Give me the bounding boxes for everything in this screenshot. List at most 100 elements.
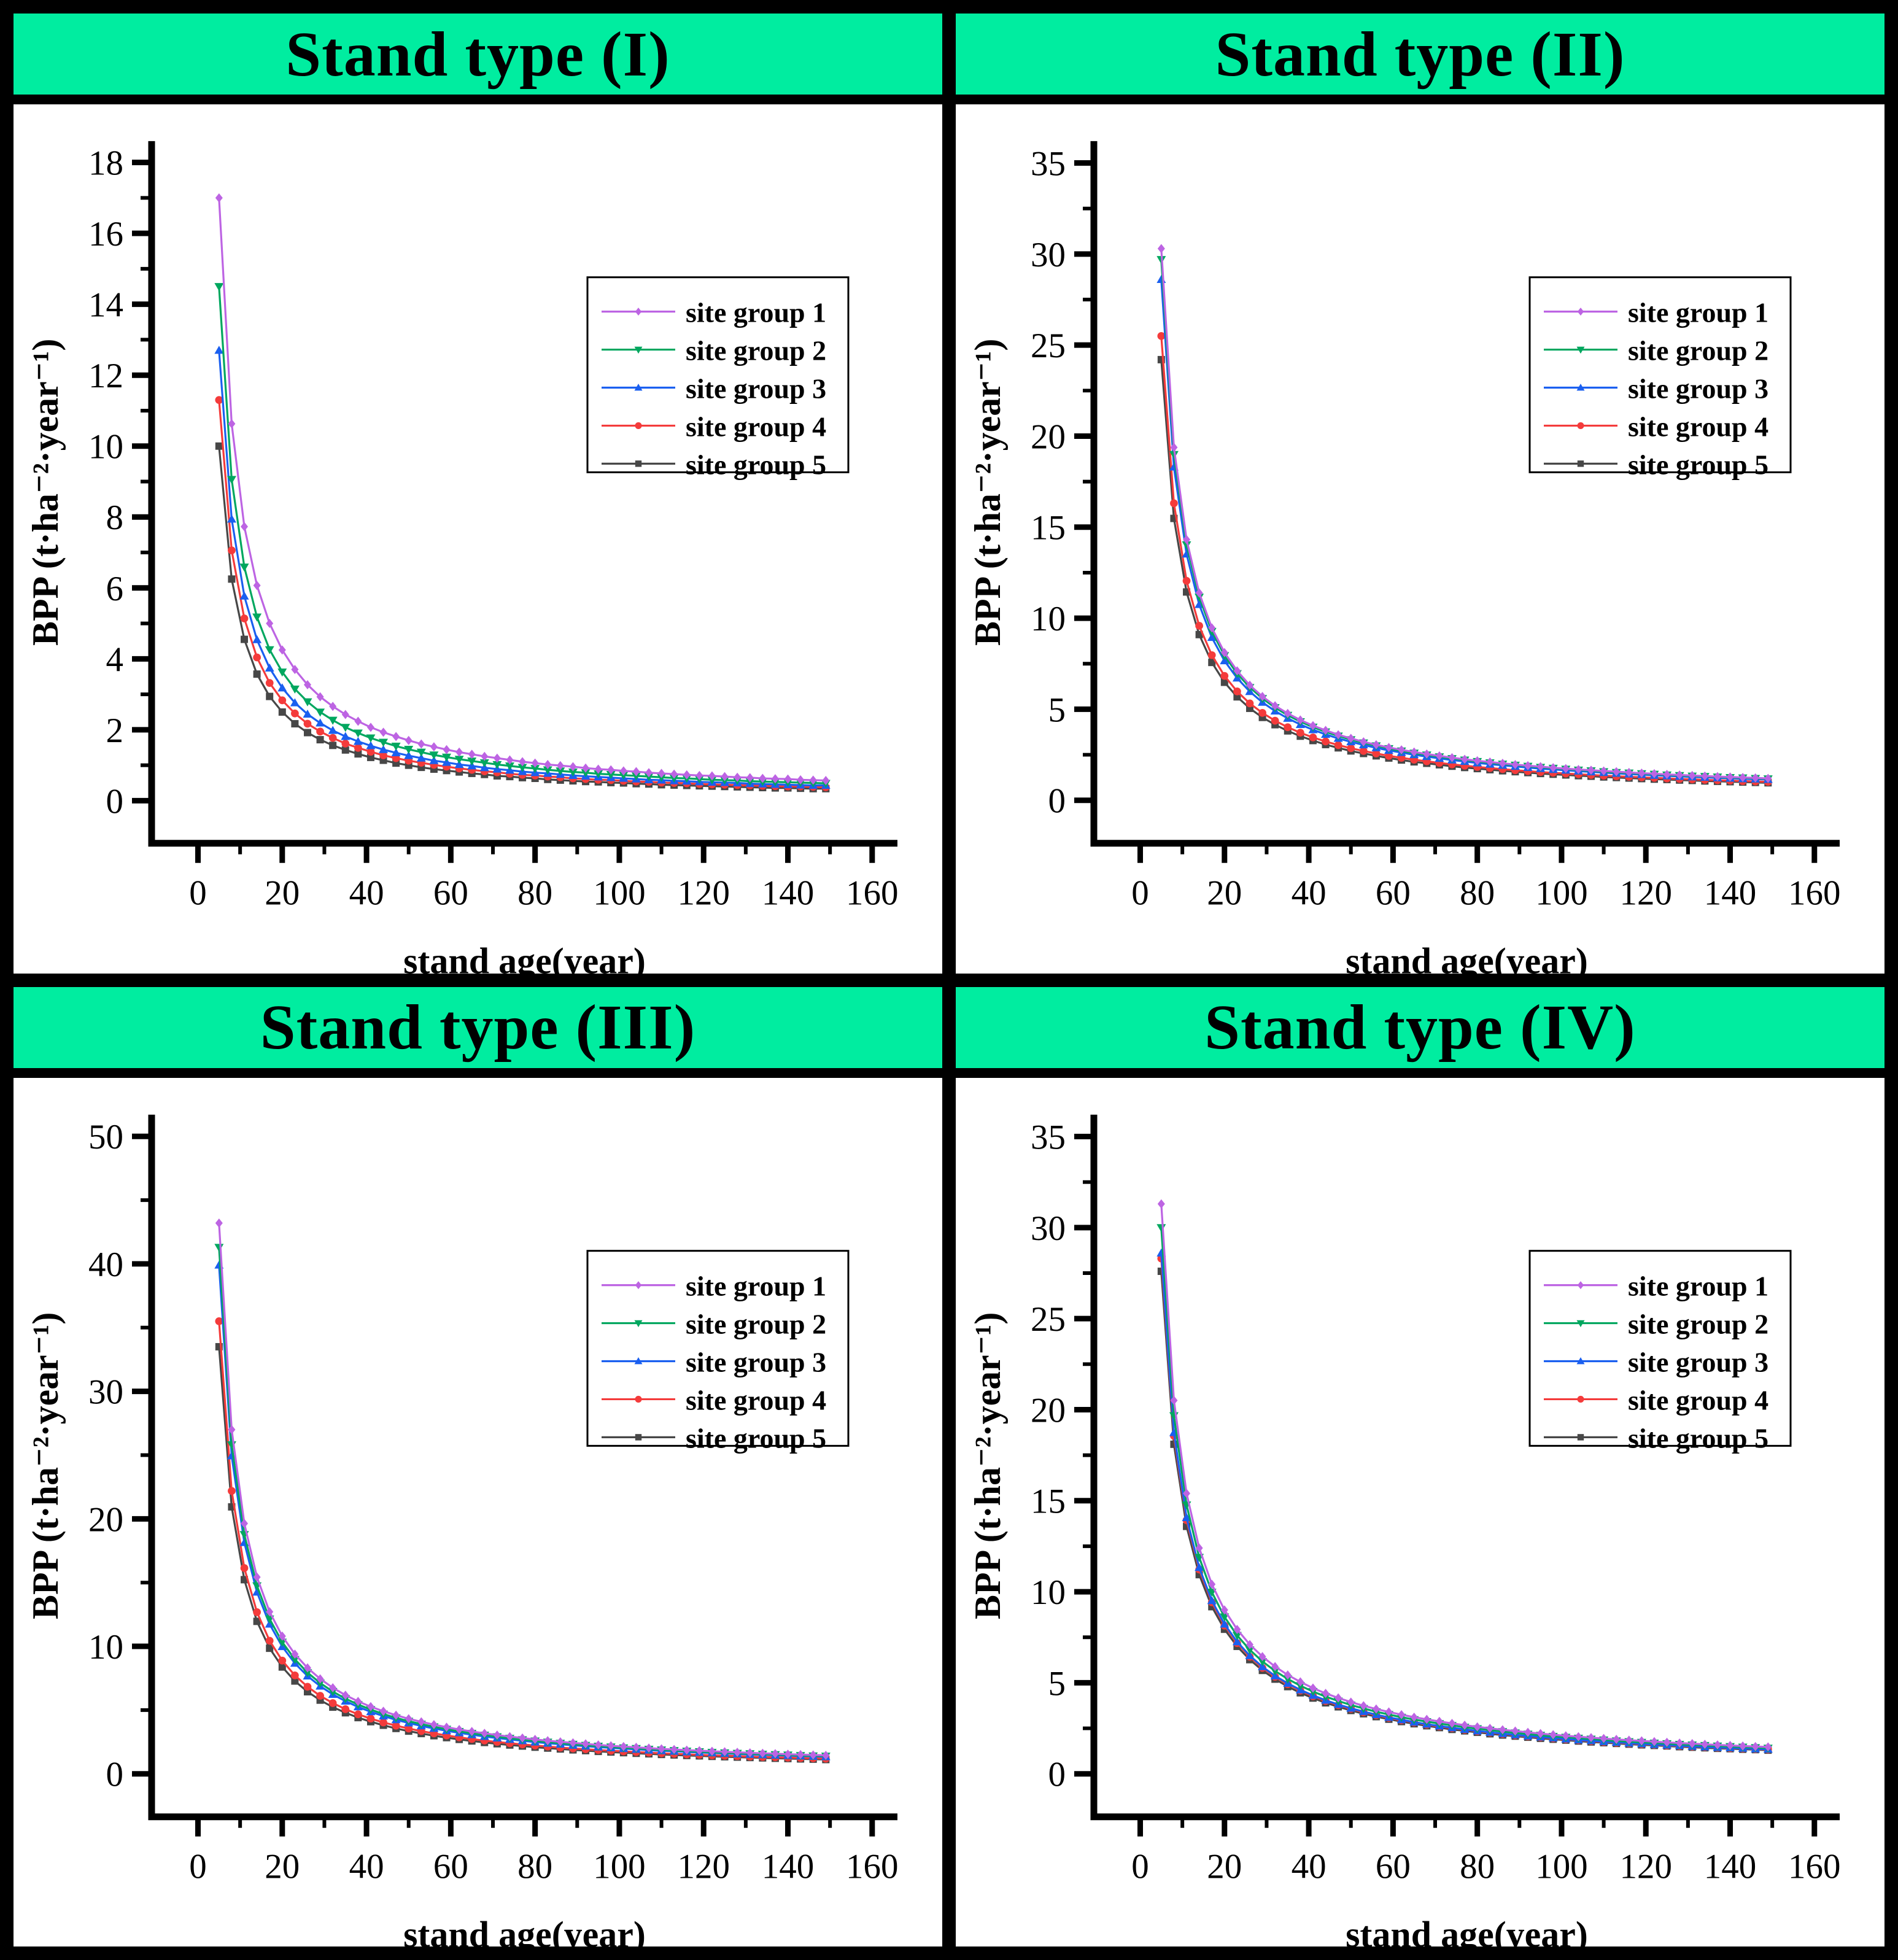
y-tick-label: 20 [1031,1391,1066,1430]
x-tick-label: 80 [1460,874,1495,913]
legend-item-site-group-2: site group 2 [602,335,826,366]
y-axis-label: BPP (t·ha⁻²·year⁻¹) [25,339,66,646]
legend-label: site group 3 [686,373,826,405]
panel-title: Stand type (IV) [1204,992,1636,1063]
y-tick-label: 20 [1031,417,1066,456]
y-tick-label: 8 [106,498,123,537]
y-tick-label: 14 [88,286,123,325]
y-tick-label: 0 [1048,1755,1066,1794]
legend-label: site group 5 [1628,449,1768,480]
x-tick-label: 20 [265,874,300,913]
y-tick-label: 10 [88,428,123,467]
legend: site group 1 site group 2 site group 3 site… [586,1249,850,1454]
panel-title-bar: Stand type (IV) [956,986,1884,1078]
legend-label: site group 4 [1628,411,1768,442]
series-site-group-1 [215,1218,830,1760]
x-tick-label: 140 [762,874,814,913]
panel-title-bar: Stand type (II) [956,14,1884,104]
panel-title-bar: Stand type (I) [14,14,942,104]
legend-item-site-group-1: site group 1 [1544,297,1768,328]
legend-label: site group 2 [1628,1308,1768,1339]
x-tick-label: 40 [349,1847,384,1886]
legend-label: site group 5 [1628,1422,1768,1454]
legend-item-site-group-5: site group 5 [1544,449,1768,480]
series-layer [1156,1199,1773,1754]
legend-label: site group 3 [1628,373,1768,405]
x-tick-label: 140 [1704,874,1756,913]
legend-label: site group 1 [1628,1270,1768,1301]
chart-svg-stand-type-4: 0 20 40 60 80 100 120 140 160 0 5 10 15 20 25 30 35 stand… [967,1114,1841,1946]
panel-title-bar: Stand type (III) [14,986,942,1078]
x-tick-label: 80 [517,874,552,913]
y-axis-label: BPP (t·ha⁻²·year⁻¹) [25,1312,66,1619]
y-tick-label: 12 [88,357,123,395]
x-tick-label: 120 [1619,1847,1671,1886]
x-tick-label: 160 [846,874,898,913]
legend: site group 1 site group 2 site group 3 site… [586,276,850,480]
legend-item-site-group-3: site group 3 [1544,1346,1768,1377]
legend-label: site group 1 [686,1270,826,1301]
x-tick-label: 80 [517,1847,552,1886]
panel-title: Stand type (II) [1215,18,1625,90]
y-tick-label: 5 [1048,691,1066,729]
x-tick-label: 100 [593,874,645,913]
chart-svg-stand-type-2: 0 20 40 60 80 100 120 140 160 0 5 10 15 20 25 30 35 stand… [967,141,1841,974]
x-tick-label: 80 [1460,1847,1495,1886]
chart-svg-stand-type-3: 0 20 40 60 80 100 120 140 160 0 10 20 30 40 50 stand ag… [25,1114,899,1946]
legend: site group 1 site group 2 site group 3 site… [1528,276,1792,480]
y-tick-label: 35 [1031,145,1066,184]
y-tick-label: 15 [1031,1482,1066,1520]
x-tick-label: 0 [1131,874,1148,913]
x-tick-label: 20 [1207,1847,1242,1886]
y-tick-label: 0 [106,782,123,821]
x-axis-label: stand age(year) [1346,941,1588,974]
legend-item-site-group-3: site group 3 [1544,373,1768,405]
panel-stand-type-1: Stand type (I) 0 20 40 60 80 100 120 140 160 0 2 4 6… [14,14,942,974]
tick-labels: 0 20 40 60 80 100 120 140 160 0 5 10 15 20 25 30 35 [1031,145,1841,913]
x-tick-label: 20 [265,1847,300,1886]
legend-item-site-group-5: site group 5 [1544,1422,1768,1454]
legend-item-site-group-4: site group 4 [1544,1384,1768,1416]
y-tick-label: 40 [88,1245,123,1284]
legend-label: site group 5 [686,1422,826,1454]
y-tick-label: 30 [1031,1209,1066,1247]
series-site-group-1 [1157,1199,1772,1751]
x-tick-label: 0 [189,874,206,913]
y-tick-label: 25 [1031,327,1066,365]
legend-item-site-group-4: site group 4 [602,1384,826,1416]
x-tick-label: 120 [677,1847,729,1886]
y-tick-label: 50 [88,1118,123,1156]
plot-area: 0 20 40 60 80 100 120 140 160 0 10 20 30 40 50 stand ag… [14,1078,942,1946]
legend-label: site group 3 [1628,1346,1768,1377]
x-tick-label: 60 [1376,874,1411,913]
series-layer [1156,244,1773,787]
x-tick-label: 60 [433,1847,468,1886]
axes [132,1114,897,1837]
y-tick-label: 15 [1031,509,1066,548]
x-tick-label: 100 [1535,1847,1587,1886]
legend-item-site-group-5: site group 5 [602,1422,826,1454]
legend-item-site-group-2: site group 2 [1544,335,1768,366]
x-tick-label: 0 [1131,1847,1148,1886]
plot-area: 0 20 40 60 80 100 120 140 160 0 2 4 6 8 10 12 14 16 18 stan… [14,104,942,974]
y-tick-label: 30 [88,1373,123,1411]
x-axis-label: stand age(year) [1346,1914,1588,1946]
legend-label: site group 2 [686,1308,826,1339]
x-tick-label: 140 [762,1847,814,1886]
legend-label: site group 4 [686,1384,826,1416]
x-tick-label: 40 [1292,1847,1327,1886]
x-axis-label: stand age(year) [403,941,646,974]
legend-item-site-group-3: site group 3 [602,1346,826,1377]
y-tick-label: 10 [1031,1573,1066,1612]
legend-item-site-group-2: site group 2 [1544,1308,1768,1339]
legend-label: site group 4 [686,411,826,442]
plot-area: 0 20 40 60 80 100 120 140 160 0 5 10 15 20 25 30 35 stand… [956,1078,1884,1946]
y-tick-label: 10 [88,1628,123,1667]
x-tick-label: 40 [1292,874,1327,913]
y-tick-label: 0 [1048,782,1066,821]
legend-label: site group 4 [1628,1384,1768,1416]
legend: site group 1 site group 2 site group 3 site… [1528,1249,1792,1454]
y-axis-label: BPP (t·ha⁻²·year⁻¹) [967,339,1008,646]
x-tick-label: 140 [1704,1847,1756,1886]
